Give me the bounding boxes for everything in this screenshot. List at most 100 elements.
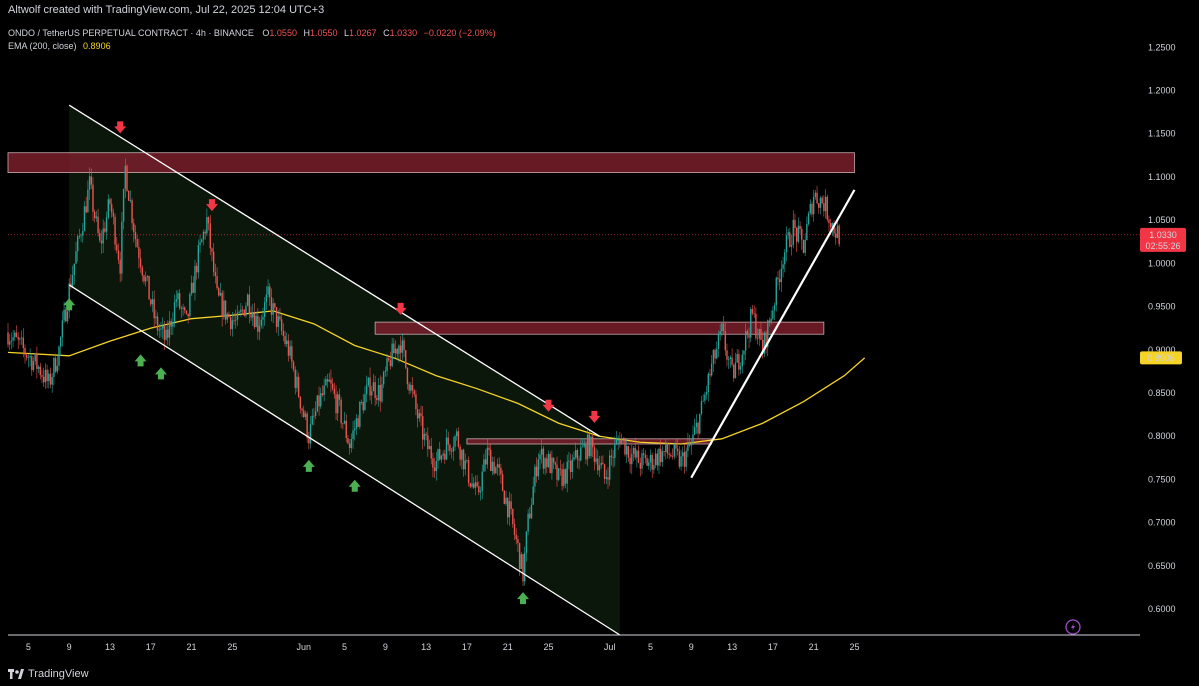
candle [593,444,596,471]
candle [700,395,703,416]
candle [828,215,830,232]
candle [473,476,475,490]
high-label: H [303,28,310,38]
candle [760,321,762,341]
candle [20,330,23,346]
candle [133,218,135,243]
candle [637,445,640,464]
candle [733,363,735,382]
time-tick-label: 9 [67,642,72,652]
candle [702,394,704,402]
candle [389,351,392,370]
candle [748,327,750,349]
candle [136,234,138,248]
candle [683,443,686,474]
candle [201,238,203,243]
candlestick-chart[interactable]: 1.2500 1.2000 1.1500 1.1000 1.0500 1.0000 0.95… [0,22,1199,660]
candle [398,344,400,363]
candle [112,208,115,225]
candle [124,158,126,199]
candle [342,422,344,430]
candle [561,464,563,491]
time-tick-label: 17 [768,642,778,652]
candle [772,306,774,321]
candle [484,449,487,472]
candle [27,354,30,368]
candle [110,198,113,218]
candle [552,457,555,470]
candle [629,448,631,473]
candle [172,312,174,335]
candle [263,297,266,326]
legend-row: ONDO / TetherUS PERPETUAL CONTRACT · 4h … [8,28,496,38]
candle [403,337,405,358]
candle [134,225,137,248]
candle [304,410,307,421]
candle [311,408,313,426]
candle [495,466,497,474]
candle [479,486,482,501]
candle [367,376,370,388]
candle [797,217,800,244]
candle [784,248,786,273]
price-tick-label: 1.1500 [1148,129,1176,139]
candle [376,395,378,405]
lightning-icon[interactable] [1065,619,1081,635]
candle [330,369,332,393]
candle [85,196,87,214]
candle [809,199,811,215]
candle [675,438,677,459]
candle [258,316,261,341]
candle [785,226,788,262]
up-arrow-icon [302,459,315,472]
candle [571,454,574,479]
candle [252,303,254,326]
candle [641,449,643,475]
candle [73,263,75,285]
candle [197,239,200,279]
chart-credit: Altwolf created with TradingView.com, Ju… [8,4,325,16]
candle [95,210,98,222]
candle [284,330,286,347]
candle [29,348,31,367]
candle [765,330,767,354]
candle [44,363,47,389]
time-tick-label: 25 [849,642,859,652]
candle [727,355,730,370]
candle [41,369,43,384]
candle [501,470,504,492]
candle [238,310,240,314]
candle [292,360,295,372]
candle [144,271,147,287]
candle [574,442,577,460]
resistance-zone [7,152,855,174]
candle [146,275,149,282]
candle [467,456,470,487]
candle [547,450,550,469]
candle [603,463,606,484]
candle [452,436,455,461]
candle [614,436,616,467]
candle [439,441,441,461]
candle [90,168,92,190]
candle [418,409,421,423]
candle [459,444,461,467]
candle [345,414,347,443]
candle [122,188,125,230]
candle [699,413,701,435]
candle [615,431,618,446]
candle [309,416,312,449]
candle [527,509,529,536]
candle [100,230,103,254]
candle [129,190,132,203]
chart-area[interactable]: 1.2500 1.2000 1.1500 1.1000 1.0500 1.0000 0.95… [0,22,1199,660]
candle [289,340,291,360]
time-tick-label: 21 [809,642,819,652]
candle [65,307,67,323]
candle [343,412,346,425]
candle [427,427,429,457]
candle [624,437,626,457]
candle [114,213,116,251]
candle [529,507,531,520]
candle [590,435,592,459]
